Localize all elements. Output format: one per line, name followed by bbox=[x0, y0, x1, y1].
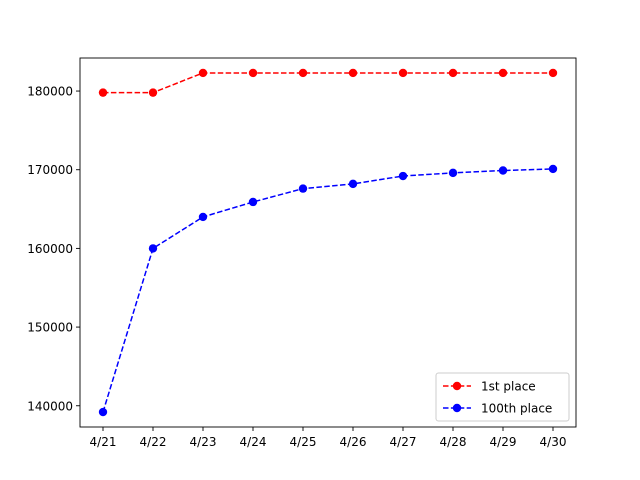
y-tick-label: 160000 bbox=[27, 242, 73, 256]
x-tick-label: 4/22 bbox=[140, 435, 167, 449]
legend-marker-1 bbox=[452, 381, 462, 391]
data-point-series-2-4-26 bbox=[348, 179, 358, 189]
data-point-series-2-4-24 bbox=[248, 197, 258, 207]
data-point-series-1-4-24 bbox=[248, 68, 258, 78]
y-tick-label: 140000 bbox=[27, 399, 73, 413]
data-point-series-1-4-30 bbox=[548, 68, 558, 78]
x-tick-label: 4/27 bbox=[390, 435, 417, 449]
x-tick-label: 4/23 bbox=[190, 435, 217, 449]
data-point-series-2-4-25 bbox=[298, 184, 308, 193]
plot-area bbox=[98, 68, 558, 417]
legend: 1st place 100th place bbox=[435, 372, 570, 422]
y-tick-label: 150000 bbox=[27, 321, 73, 335]
data-point-series-1-4-23 bbox=[198, 68, 208, 78]
x-tick-label: 4/29 bbox=[490, 435, 517, 449]
x-tick-label: 4/21 bbox=[90, 435, 117, 449]
data-point-series-1-4-28 bbox=[448, 68, 458, 78]
data-point-series-2-4-28 bbox=[448, 168, 458, 178]
series-line-2 bbox=[102, 168, 554, 413]
data-point-series-1-4-22 bbox=[148, 88, 158, 97]
data-point-series-1-4-29 bbox=[498, 68, 508, 78]
y-tick-label: 170000 bbox=[27, 163, 73, 177]
legend-box bbox=[435, 372, 570, 422]
legend-label-2: 100th place bbox=[481, 402, 552, 416]
legend-marker-2 bbox=[452, 403, 462, 413]
legend-label-1: 1st place bbox=[481, 380, 536, 394]
x-tick-label: 4/25 bbox=[290, 435, 317, 449]
x-tick-label: 4/30 bbox=[540, 435, 567, 449]
data-point-series-2-4-30 bbox=[548, 164, 558, 174]
y-tick-label: 180000 bbox=[27, 85, 73, 99]
data-point-series-1-4-26 bbox=[348, 68, 358, 78]
x-tick-label: 4/28 bbox=[440, 435, 467, 449]
data-point-series-2-4-29 bbox=[498, 166, 508, 175]
data-point-series-1-4-27 bbox=[398, 68, 408, 78]
axes-frame bbox=[79, 57, 577, 428]
x-tick-label: 4/26 bbox=[340, 435, 367, 449]
data-point-series-2-4-22 bbox=[148, 244, 158, 253]
x-tick-label: 4/24 bbox=[240, 435, 267, 449]
data-point-series-2-4-27 bbox=[398, 171, 408, 181]
data-point-series-2-4-21 bbox=[98, 407, 108, 417]
data-point-series-2-4-23 bbox=[198, 212, 208, 222]
data-point-series-1-4-25 bbox=[298, 68, 308, 78]
axes: 4/21 4/22 4/23 4/24 4/25 4/26 4/27 4/28 4/29 4/30… bbox=[27, 57, 577, 449]
data-point-series-1-4-21 bbox=[98, 88, 108, 97]
